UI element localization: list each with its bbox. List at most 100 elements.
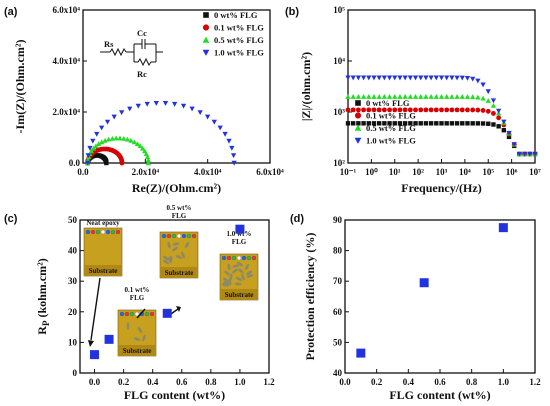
data-point <box>137 143 143 149</box>
data-point <box>355 94 362 99</box>
legend-label: 0.1 wt% FLG <box>214 23 264 33</box>
data-point <box>366 75 372 81</box>
data-point <box>361 107 367 113</box>
arrow-line <box>90 277 101 341</box>
data-point <box>413 107 418 113</box>
data-point <box>88 148 95 154</box>
ion-dot <box>115 229 121 235</box>
graphene-flake <box>246 270 252 276</box>
data-point <box>423 94 429 99</box>
data-point <box>496 124 501 129</box>
y-tick-label: 4.0x10⁴ <box>53 56 81 66</box>
data-point <box>85 160 91 166</box>
ion-dot <box>186 233 192 239</box>
data-point <box>381 94 388 99</box>
data-point <box>465 121 470 126</box>
y-tick-label: 2.0x10⁴ <box>53 107 81 117</box>
x-tick-label: 10⁴ <box>459 167 471 177</box>
data-point <box>490 102 497 108</box>
data-point <box>145 160 152 166</box>
y-axis-label: |Z|/(ohm.cm²) <box>299 52 313 121</box>
data-point <box>444 121 449 126</box>
ion-dot <box>221 255 227 261</box>
data-point <box>486 121 491 126</box>
x-axis-label: FLG content (wt%) <box>124 388 225 402</box>
data-point <box>407 107 413 113</box>
equivalent-circuit: Rs Cc Rc <box>100 28 163 79</box>
graphene-flake <box>175 255 183 259</box>
data-point <box>99 125 105 131</box>
x-tick-label: 0.8 <box>466 377 478 387</box>
panel-a: (a) 0.0 2.0x10⁴ 4.0x10⁴ 6.0x10⁴ 0.0 2.0x10⁴ 4.0… <box>4 5 284 195</box>
series-points <box>90 224 245 360</box>
x-axis-label: Re(Z)/(Ohm.cm²) <box>132 181 221 195</box>
panel-d: (d) 0.0 0.2 0.4 0.6 0.8 1.0 1.2 40 50 60 70 80 90 FLG … <box>290 213 541 402</box>
legend-marker <box>354 112 362 119</box>
x-tick-label: 1.0 <box>498 377 510 387</box>
circuit-cc-label: Cc <box>137 28 147 38</box>
x-tick-label: 4.0x10⁴ <box>194 167 222 177</box>
data-point <box>480 82 486 88</box>
x-tick-label: 10⁵ <box>482 167 494 177</box>
data-point <box>407 75 413 81</box>
ion-dot <box>161 233 167 239</box>
ion-dot <box>110 229 116 235</box>
data-point <box>397 107 403 113</box>
graphene-flake <box>163 255 169 261</box>
data-point <box>376 107 382 113</box>
data-point <box>464 75 471 81</box>
data-point <box>506 134 512 140</box>
y-tick-label: 20 <box>68 307 78 317</box>
graphene-flake <box>171 246 179 252</box>
arrow-head <box>88 340 94 347</box>
data-point <box>144 154 151 160</box>
data-point <box>350 94 356 99</box>
legend-marker <box>354 137 362 144</box>
graphene-flake <box>246 274 254 278</box>
data-point <box>366 107 372 113</box>
data-point <box>480 95 486 101</box>
ion-dot <box>176 233 182 239</box>
data-point <box>454 107 460 113</box>
data-point <box>235 224 245 234</box>
data-point <box>231 160 237 166</box>
data-point <box>485 98 491 103</box>
data-point <box>90 350 100 360</box>
data-point <box>355 75 362 81</box>
ion-dot <box>251 255 257 261</box>
legend-label: 1.0 wt% FLG <box>366 136 416 146</box>
data-point <box>449 94 455 99</box>
data-point <box>490 98 497 104</box>
data-point <box>350 121 356 126</box>
data-point <box>104 334 114 344</box>
data-point <box>516 151 523 157</box>
data-point <box>439 107 444 113</box>
x-tick-label: 0.4 <box>147 377 159 387</box>
data-point <box>402 121 408 126</box>
data-point <box>418 107 424 113</box>
data-point <box>180 103 187 109</box>
inset-0: Neat epoxy Substrate <box>83 219 123 277</box>
ion-dot <box>226 255 232 261</box>
data-point <box>376 121 382 126</box>
data-point <box>428 75 434 81</box>
data-point <box>371 75 377 81</box>
data-point <box>345 121 351 126</box>
ion-dot <box>149 311 155 317</box>
graphene-flake <box>169 255 173 263</box>
data-point <box>153 100 159 106</box>
inset-title: 0.1 wt% <box>125 286 150 294</box>
inset-title: FLG <box>172 212 187 220</box>
data-point <box>229 145 235 151</box>
legend: 0 wt% FLG 0.1 wt% FLG 0.5 wt% FLG 1.0 wt% F… <box>354 98 416 146</box>
data-point <box>355 107 361 113</box>
data-point <box>104 119 111 125</box>
data-point <box>418 121 423 126</box>
data-point <box>371 94 377 99</box>
ion-dot <box>166 233 172 239</box>
data-point <box>124 136 131 142</box>
data-point <box>371 121 377 126</box>
series-3 <box>345 75 538 157</box>
graphene-flake <box>133 337 141 341</box>
y-axis-label: RP (kohm.cm²) <box>35 258 51 334</box>
